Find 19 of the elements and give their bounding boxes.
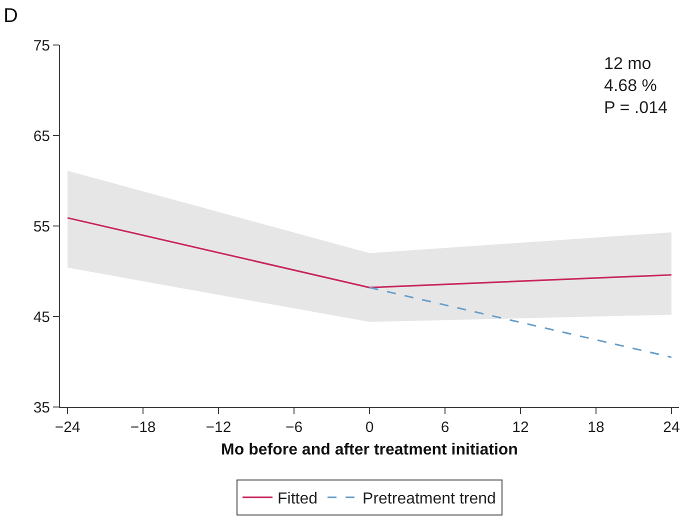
x-tick-label: −6	[285, 419, 303, 436]
x-tick-label: 6	[440, 419, 450, 436]
x-tick-label: −12	[206, 419, 232, 436]
x-tick-label: −18	[130, 419, 156, 436]
annotation: 12 mo 4.68 % P = .014	[604, 54, 668, 118]
x-tick-label: 24	[663, 419, 680, 436]
x-tick-label: −24	[54, 419, 80, 436]
chart-title: D	[3, 4, 18, 27]
y-tick-label: 75	[33, 37, 50, 54]
x-tick-label: 12	[512, 419, 529, 436]
x-axis-title: Mo before and after treatment initiation	[221, 442, 518, 459]
x-tick-label: 18	[588, 419, 604, 436]
y-tick-label: 65	[33, 128, 50, 145]
y-tick-label: 35	[33, 399, 50, 416]
legend-label: Fitted	[278, 490, 318, 508]
legend-label: Pretreatment trend	[362, 490, 496, 508]
y-tick-label: 55	[33, 218, 50, 236]
y-tick-label: 45	[33, 308, 50, 326]
x-tick-label: 0	[365, 419, 374, 436]
